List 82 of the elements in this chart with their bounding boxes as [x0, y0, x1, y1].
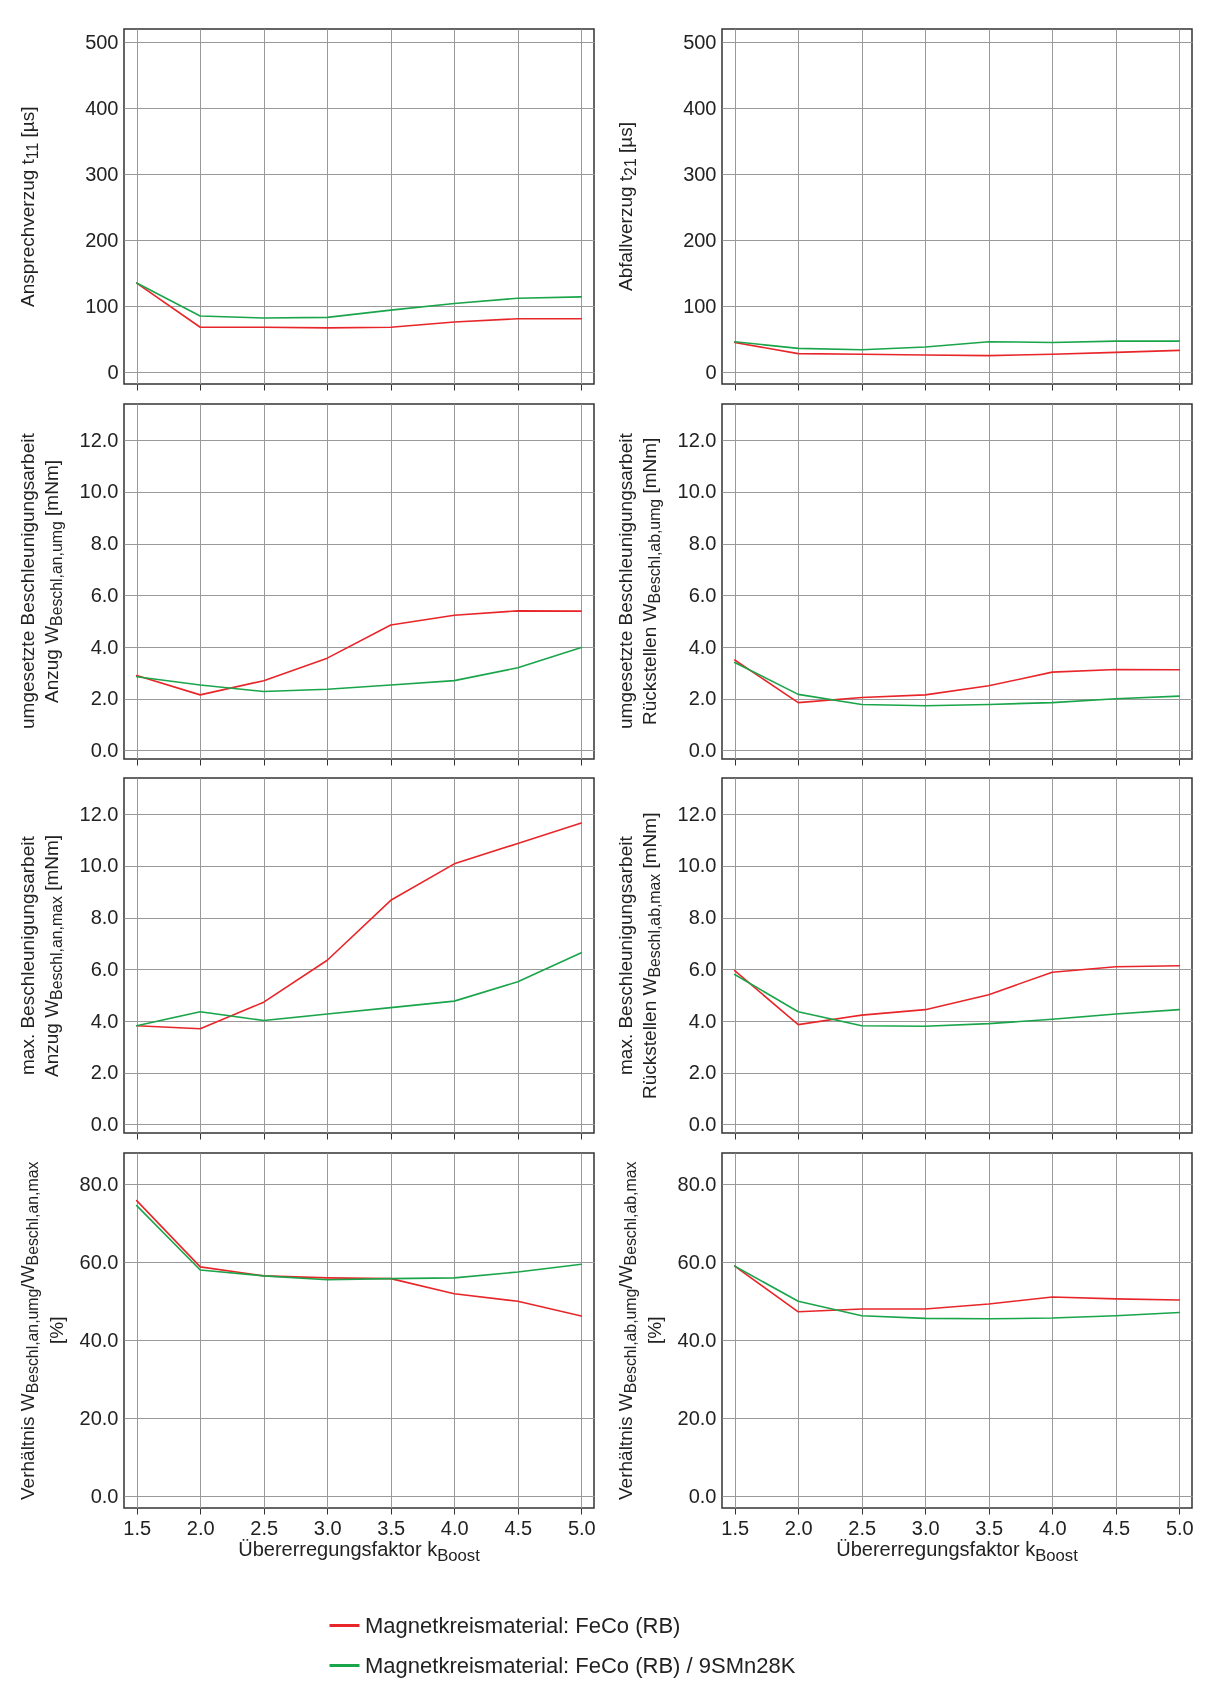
- line-series: [135, 822, 583, 1030]
- line-series: [733, 964, 1181, 1026]
- line-series: [733, 340, 1181, 351]
- x-tick-label: 2.5: [848, 1516, 877, 1538]
- x-axis-title: Übererregungsfaktor k$_{Boost}$: [835, 1537, 1079, 1566]
- y-tick-label: 0.0: [90, 1112, 119, 1135]
- y-tick-label: 300: [683, 162, 717, 185]
- x-tick-label: 3.5: [377, 1516, 406, 1538]
- y-tick-label: 4.0: [688, 635, 717, 658]
- x-tick-label: 3.0: [911, 1516, 940, 1538]
- y-tick-label: 2.0: [688, 686, 717, 709]
- y-tick-label: 400: [85, 96, 119, 119]
- y-tick-label: 4.0: [688, 1009, 717, 1032]
- x-tick-label: 2.0: [186, 1516, 215, 1538]
- y-tick-label: 4.0: [90, 635, 119, 658]
- line-series: [135, 609, 583, 696]
- y-tick-label: 500: [683, 30, 717, 53]
- y-tick-label: 100: [683, 294, 717, 317]
- line-series: [135, 646, 583, 692]
- y-tick-label: 6.0: [90, 957, 119, 980]
- y-tick-label: 200: [683, 228, 717, 251]
- x-tick-label: 4.5: [1102, 1516, 1131, 1538]
- y-tick-label: 12.0: [79, 802, 119, 825]
- y-tick-label: 2.0: [90, 686, 119, 709]
- y-tick-label: 400: [683, 96, 717, 119]
- line-series: [135, 1199, 583, 1317]
- x-tick-label: 1.5: [123, 1516, 152, 1538]
- y-tick-label: 60.0: [677, 1250, 717, 1273]
- line-series: [135, 951, 583, 1027]
- y-tick-label: 4.0: [90, 1009, 119, 1032]
- legend-label: Magnetkreismaterial: FeCo (RB) / 9SMn28K: [365, 1652, 796, 1677]
- x-tick-label: 1.5: [721, 1516, 750, 1538]
- line-series: [135, 1204, 583, 1281]
- line-series: [733, 973, 1181, 1028]
- y-tick-label: 12.0: [677, 802, 717, 825]
- x-tick-label: 2.0: [784, 1516, 813, 1538]
- y-tick-label: 300: [85, 162, 119, 185]
- y-tick-label: 8.0: [90, 531, 119, 554]
- y-tick-label: 8.0: [688, 906, 717, 929]
- line-series: [135, 282, 583, 329]
- y-tick-label: 8.0: [90, 906, 119, 929]
- y-tick-label: 6.0: [90, 583, 119, 606]
- y-tick-label: 10.0: [677, 479, 717, 502]
- x-tick-label: 4.5: [504, 1516, 533, 1538]
- y-tick-label: 2.0: [688, 1061, 717, 1084]
- y-tick-label: 200: [85, 228, 119, 251]
- y-tick-label: 80.0: [677, 1172, 717, 1195]
- x-tick-label: 4.0: [1038, 1516, 1067, 1538]
- x-tick-label: 2.5: [250, 1516, 279, 1538]
- y-tick-label: 0.0: [688, 738, 717, 761]
- y-tick-label: 500: [85, 30, 119, 53]
- y-tick-label: 40.0: [677, 1328, 717, 1351]
- y-tick-label: 0: [107, 360, 119, 383]
- y-tick-label: 6.0: [688, 957, 717, 980]
- y-tick-label: 0.0: [90, 1484, 119, 1507]
- y-tick-label: 8.0: [688, 531, 717, 554]
- y-tick-label: 0.0: [688, 1484, 717, 1507]
- x-tick-label: 4.0: [440, 1516, 469, 1538]
- y-tick-label: 100: [85, 294, 119, 317]
- line-series: [733, 341, 1181, 357]
- x-tick-label: 3.0: [313, 1516, 342, 1538]
- y-tick-label: 2.0: [90, 1061, 119, 1084]
- y-tick-label: 20.0: [79, 1406, 119, 1429]
- legend-label: Magnetkreismaterial: FeCo (RB): [365, 1612, 681, 1637]
- x-axis-title: Übererregungsfaktor k$_{Boost}$: [237, 1537, 481, 1566]
- line-series: [135, 282, 583, 319]
- x-tick-label: 5.0: [567, 1516, 596, 1538]
- y-tick-label: 0.0: [688, 1112, 717, 1135]
- y-tick-label: 20.0: [677, 1406, 717, 1429]
- y-tick-label: 40.0: [79, 1328, 119, 1351]
- y-tick-label: 60.0: [79, 1250, 119, 1273]
- y-tick-label: 12.0: [677, 428, 717, 451]
- y-tick-label: 12.0: [79, 428, 119, 451]
- x-tick-label: 3.5: [975, 1516, 1004, 1538]
- y-tick-label: 6.0: [688, 583, 717, 606]
- y-tick-label: 0.0: [90, 738, 119, 761]
- y-tick-label: 10.0: [79, 479, 119, 502]
- y-tick-label: 10.0: [79, 854, 119, 877]
- y-tick-label: 0: [705, 360, 717, 383]
- y-tick-label: 80.0: [79, 1172, 119, 1195]
- y-tick-label: 10.0: [677, 854, 717, 877]
- x-tick-label: 5.0: [1165, 1516, 1194, 1538]
